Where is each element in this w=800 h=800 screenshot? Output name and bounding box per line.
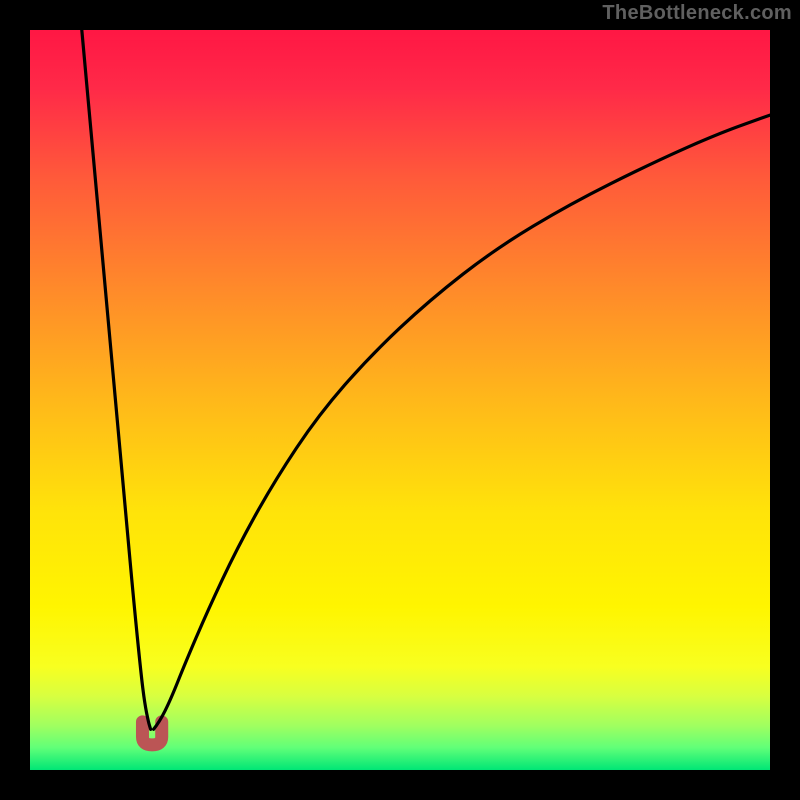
- watermark-text: TheBottleneck.com: [602, 2, 792, 25]
- chart-container: TheBottleneck.com: [0, 0, 800, 800]
- bottleneck-chart: [0, 0, 800, 800]
